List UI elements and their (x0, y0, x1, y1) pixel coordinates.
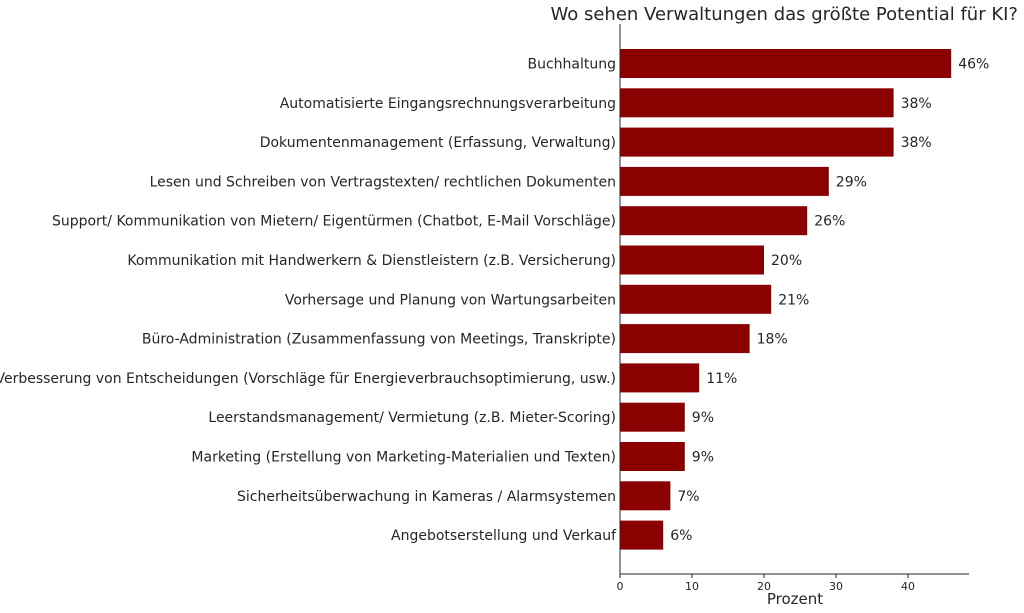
category-label-10: Marketing (Erstellung von Marketing-Mate… (191, 450, 616, 466)
value-label-10: 9% (692, 450, 714, 466)
category-label-2: Dokumentenmanagement (Erfassung, Verwalt… (260, 135, 616, 151)
bar-12 (620, 520, 664, 550)
x-axis: 0 10 20 30 40 (617, 24, 969, 593)
category-labels: Buchhaltung Automatisierte Eingangsrechnu… (0, 57, 617, 545)
category-label-11: Sicherheitsüberwachung in Kameras / Alar… (237, 489, 616, 505)
value-label-8: 11% (706, 371, 737, 387)
bar-2 (620, 127, 894, 157)
bar-0 (620, 49, 952, 78)
value-labels: 46% 38% 38% 29% 26% 20% 21% 18% 11% 9% 9% 7% 6% (670, 57, 989, 545)
x-tick-label-3: 30 (829, 580, 843, 593)
bar-7 (620, 324, 750, 354)
bar-5 (620, 245, 764, 275)
value-label-1: 38% (901, 96, 932, 112)
category-label-0: Buchhaltung (527, 57, 616, 73)
bar-9 (620, 402, 685, 432)
bar-11 (620, 481, 671, 511)
x-tick-label-2: 20 (757, 580, 771, 593)
value-label-4: 26% (814, 214, 845, 230)
value-label-9: 9% (692, 410, 714, 426)
bar-1 (620, 88, 894, 118)
value-label-6: 21% (778, 292, 809, 308)
bar-10 (620, 442, 685, 471)
category-label-9: Leerstandsmanagement/ Vermietung (z.B. M… (208, 410, 616, 426)
value-label-11: 7% (677, 489, 699, 505)
category-label-1: Automatisierte Eingangsrechnungsverarbei… (280, 96, 616, 112)
value-label-7: 18% (757, 332, 788, 348)
value-label-0: 46% (958, 57, 989, 73)
category-label-7: Büro-Administration (Zusammenfassung von… (142, 332, 616, 348)
bars-layer (620, 49, 952, 550)
bar-6 (620, 284, 772, 314)
value-label-3: 29% (836, 174, 867, 190)
category-label-5: Kommunikation mit Handwerkern & Dienstle… (127, 253, 616, 269)
x-tick-label-0: 0 (617, 580, 624, 593)
bar-3 (620, 166, 829, 196)
category-label-8: Verbesserung von Entscheidungen (Vorschl… (0, 371, 616, 387)
value-label-12: 6% (670, 528, 692, 544)
bar-4 (620, 206, 808, 236)
x-tick-label-1: 10 (685, 580, 699, 593)
value-label-2: 38% (901, 135, 932, 151)
bar-8 (620, 363, 700, 393)
category-label-3: Lesen und Schreiben von Vertragstexten/ … (150, 174, 616, 190)
x-tick-label-4: 40 (901, 580, 915, 593)
category-label-12: Angebotserstellung und Verkauf (391, 528, 617, 544)
category-label-4: Support/ Kommunikation von Mietern/ Eige… (52, 214, 616, 230)
category-label-6: Vorhersage und Planung von Wartungsarbei… (285, 292, 616, 308)
value-label-5: 20% (771, 253, 802, 269)
x-axis-label: Prozent (767, 590, 823, 608)
chart-title: Wo sehen Verwaltungen das größte Potenti… (551, 4, 1019, 25)
